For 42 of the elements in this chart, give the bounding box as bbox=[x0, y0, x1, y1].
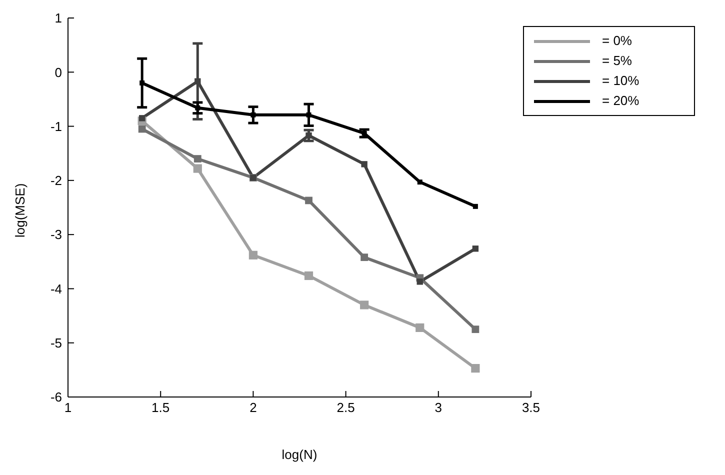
y-tick-label: -3 bbox=[50, 227, 62, 242]
point bbox=[195, 105, 200, 110]
point bbox=[417, 180, 422, 185]
y-tick-label: -5 bbox=[50, 335, 62, 350]
legend-label: = 0% bbox=[602, 32, 632, 50]
y-tick-label: 0 bbox=[54, 64, 62, 80]
point bbox=[140, 80, 145, 86]
legend-label: = 5% bbox=[602, 52, 632, 70]
x-tick-label: 2 bbox=[250, 400, 257, 416]
x-tick-label: 1 bbox=[64, 400, 72, 416]
point bbox=[472, 326, 480, 334]
y-tick-label: -6 bbox=[50, 390, 62, 405]
point bbox=[360, 300, 369, 310]
x-axis-title: log(N) bbox=[282, 447, 318, 462]
x-tick-label: 1.5 bbox=[152, 400, 170, 416]
point bbox=[416, 278, 423, 285]
x-tick-label: 3.5 bbox=[522, 400, 540, 416]
point bbox=[138, 115, 146, 122]
point bbox=[361, 161, 368, 168]
point bbox=[472, 204, 478, 209]
point bbox=[193, 164, 202, 173]
y-tick-label: 1 bbox=[54, 10, 62, 26]
point bbox=[471, 364, 480, 373]
y-tick-label: -4 bbox=[50, 281, 62, 296]
legend-label: = 20% bbox=[602, 92, 640, 110]
point bbox=[304, 271, 314, 280]
y-tick-label: -2 bbox=[50, 173, 62, 188]
point bbox=[306, 112, 312, 118]
point bbox=[250, 112, 256, 118]
point bbox=[360, 254, 368, 262]
y-axis-title: log(MSE) bbox=[12, 183, 28, 238]
legend-label: = 10% bbox=[602, 72, 640, 90]
point bbox=[472, 246, 479, 252]
point bbox=[194, 78, 201, 84]
y-tick-label: -1 bbox=[50, 118, 62, 134]
x-tick-label: 3 bbox=[434, 400, 442, 416]
point bbox=[194, 155, 202, 162]
x-tick-label: 2.5 bbox=[336, 400, 355, 416]
point bbox=[138, 125, 146, 133]
point bbox=[248, 250, 258, 260]
point bbox=[416, 323, 424, 332]
point bbox=[305, 196, 312, 204]
